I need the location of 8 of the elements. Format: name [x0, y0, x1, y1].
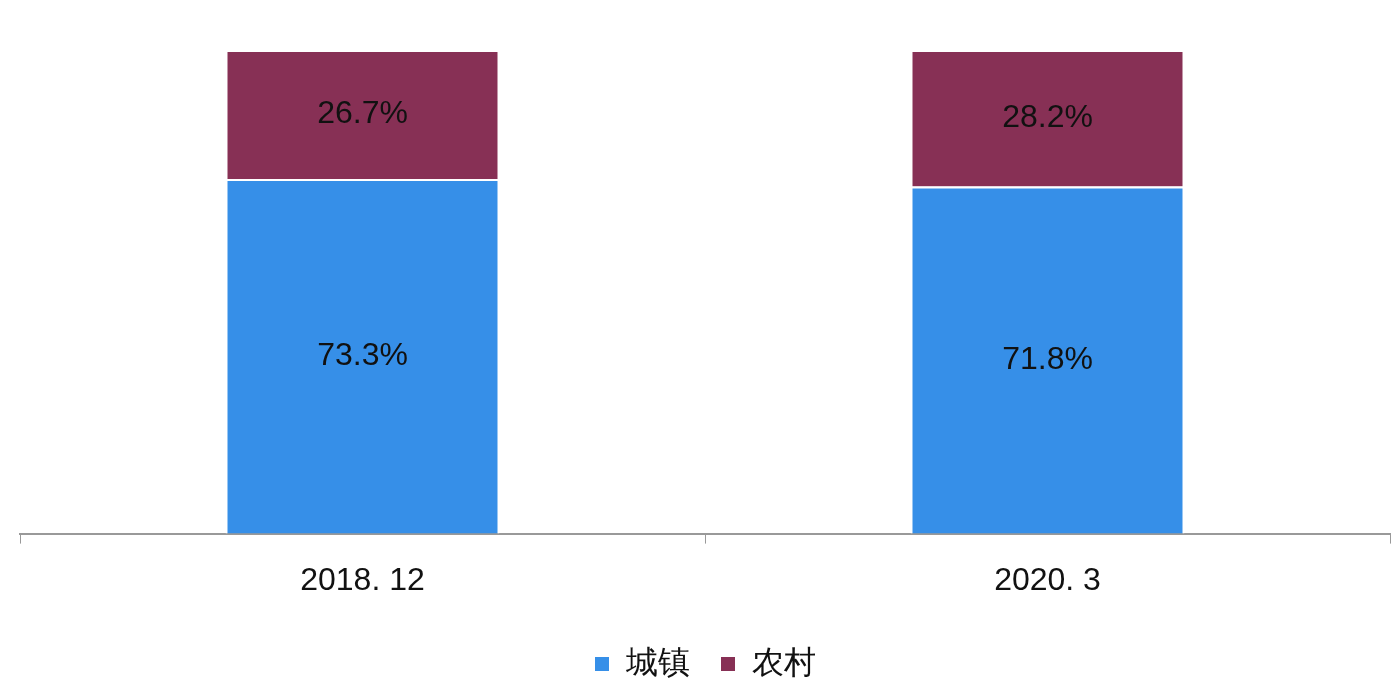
data-label: 26.7% — [317, 94, 408, 131]
x-tick-label: 2018. 12 — [300, 560, 425, 597]
legend-label: 城镇 — [625, 643, 690, 680]
data-label: 71.8% — [1002, 339, 1093, 376]
legend-label: 农村 — [752, 643, 816, 680]
x-tick-label: 2020. 3 — [994, 560, 1101, 597]
data-label: 28.2% — [1002, 98, 1093, 135]
data-label: 73.3% — [317, 336, 408, 373]
